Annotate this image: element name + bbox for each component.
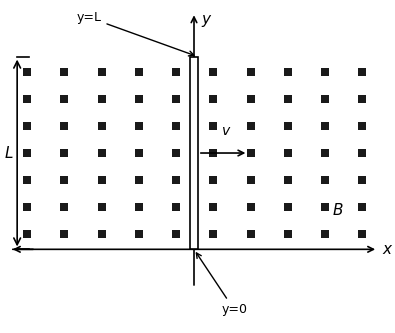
Bar xyxy=(190,57,198,249)
Text: B: B xyxy=(333,203,343,218)
Text: y=0: y=0 xyxy=(196,253,247,316)
Text: x: x xyxy=(382,242,391,257)
Text: y: y xyxy=(201,12,210,27)
Text: y=L: y=L xyxy=(77,11,194,56)
Text: v: v xyxy=(222,124,230,138)
Text: L: L xyxy=(4,146,13,161)
